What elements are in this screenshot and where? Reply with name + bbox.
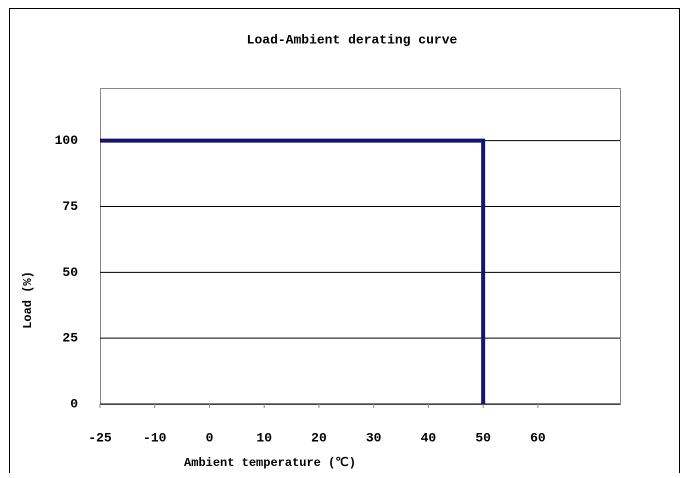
x-tick-label: 40 bbox=[421, 430, 437, 445]
x-tick-label: 20 bbox=[311, 430, 327, 445]
x-tick-label: 50 bbox=[475, 430, 491, 445]
y-tick-label: 0 bbox=[70, 396, 78, 411]
x-tick-label: -25 bbox=[88, 430, 112, 445]
x-tick-label: 60 bbox=[530, 430, 546, 445]
y-axis-label: Load (%) bbox=[21, 271, 35, 329]
chart-title: Load-Ambient derating curve bbox=[247, 32, 458, 47]
y-tick-label: 50 bbox=[62, 265, 78, 280]
y-tick-label: 25 bbox=[62, 331, 78, 346]
y-tick-label: 100 bbox=[55, 133, 79, 148]
x-tick-label: -10 bbox=[143, 430, 167, 445]
x-tick-label: 30 bbox=[366, 430, 382, 445]
line-series bbox=[100, 138, 486, 404]
x-tick-label: 0 bbox=[206, 430, 214, 445]
plot-area bbox=[100, 88, 621, 405]
x-axis-label: Ambient temperature (℃) bbox=[184, 456, 356, 470]
frame bbox=[9, 8, 680, 478]
y-tick-label: 75 bbox=[62, 199, 78, 214]
x-tick-label: 10 bbox=[256, 430, 272, 445]
